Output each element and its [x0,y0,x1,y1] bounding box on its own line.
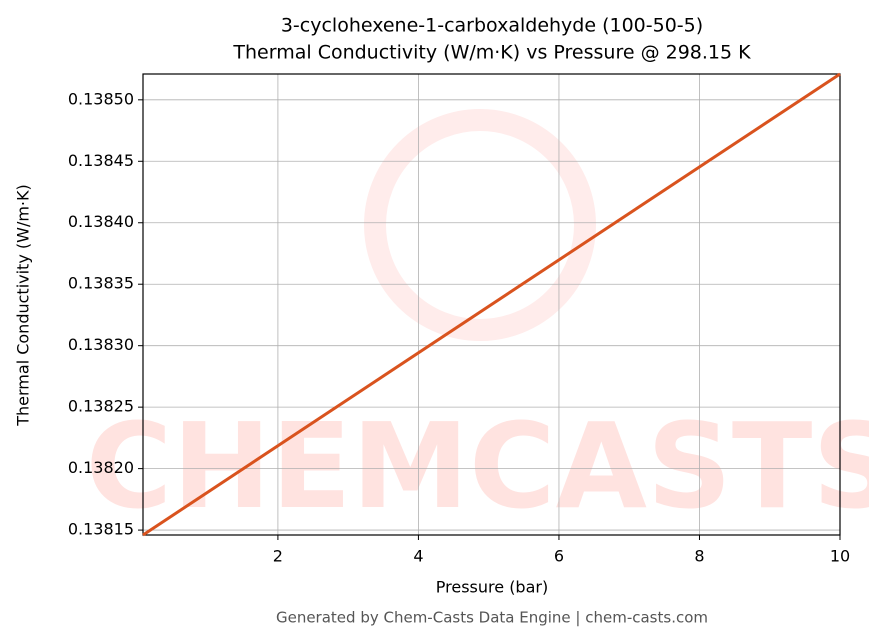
x-tick-label: 10 [830,547,850,566]
y-tick-label: 0.13830 [68,335,134,354]
chart-subtitle: Thermal Conductivity (W/m·K) vs Pressure… [232,42,751,64]
y-tick-label: 0.13850 [68,89,134,108]
watermark-logo [364,109,596,341]
x-axis-label: Pressure (bar) [436,578,548,597]
data-line [142,72,841,537]
y-tick-label: 0.13825 [68,397,134,416]
y-tick-label: 0.13815 [68,520,134,539]
y-tick-label: 0.13835 [68,274,134,293]
y-tick-label: 0.13845 [68,151,134,170]
chart-title: 3-cyclohexene-1-carboxaldehyde (100-50-5… [281,15,703,37]
x-tick-label: 6 [554,547,564,566]
y-tick-label: 0.13820 [68,458,134,477]
plot-frame [142,73,841,536]
watermark: CHEMCASTS [86,397,869,535]
x-tick-label: 2 [273,547,283,566]
footer: Generated by Chem-Casts Data Engine | ch… [276,609,708,627]
y-axis-label: Thermal Conductivity (W/m·K) [14,184,33,427]
x-tick-label: 8 [694,547,704,566]
y-tick-label: 0.13840 [68,212,134,231]
x-tick-label: 4 [413,547,423,566]
